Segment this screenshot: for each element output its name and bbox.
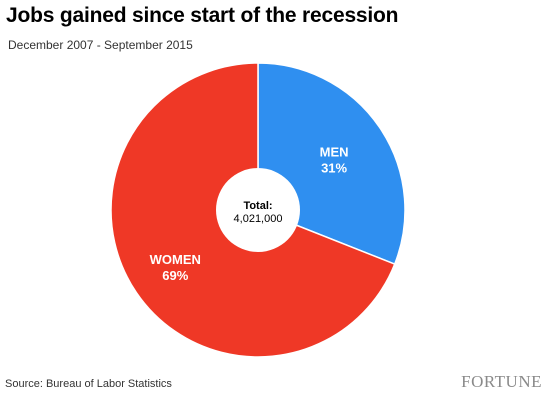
fortune-logo: FORTUNE bbox=[461, 372, 542, 391]
center-total-title: Total: bbox=[243, 200, 272, 212]
chart-title: Jobs gained since start of the recession bbox=[6, 4, 399, 27]
chart-subtitle: December 2007 - September 2015 bbox=[8, 38, 193, 52]
slice-value-women: 69% bbox=[162, 268, 188, 283]
center-total-value: 4,021,000 bbox=[234, 213, 283, 225]
source-note: Source: Bureau of Labor Statistics bbox=[5, 378, 172, 390]
slice-value-men: 31% bbox=[321, 160, 347, 175]
donut-hole bbox=[216, 168, 300, 252]
slice-label-men: MEN bbox=[320, 144, 349, 159]
slice-label-women: WOMEN bbox=[150, 252, 201, 267]
